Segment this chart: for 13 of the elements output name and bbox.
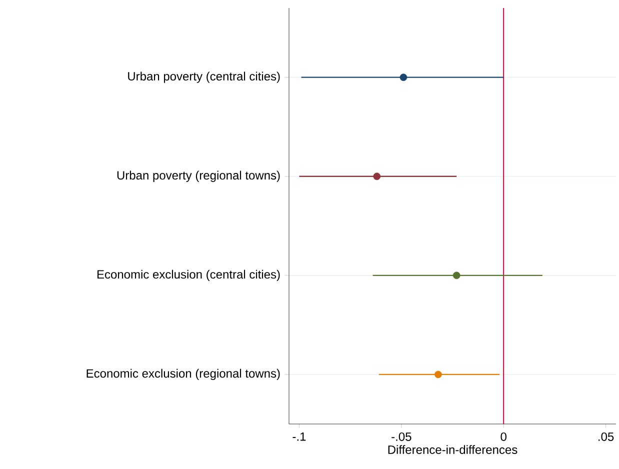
point (373, 172, 381, 180)
x-tick-label: .05 (598, 432, 614, 441)
point (434, 370, 442, 378)
y-tick-label: Economic exclusion (central cities) (97, 270, 280, 282)
x-tick-label: -.05 (392, 432, 412, 441)
point (452, 272, 460, 280)
y-tick-label: Economic exclusion (regional towns) (86, 368, 280, 380)
y-tick-label: Urban poverty (central cities) (128, 72, 280, 83)
y-tick-label: Urban poverty (regional towns) (117, 170, 280, 182)
x-axis-title: Difference-in-differences (388, 445, 518, 454)
x-tick-label: -.1 (292, 432, 306, 441)
point (400, 74, 408, 82)
x-tick-label: 0 (500, 432, 506, 441)
